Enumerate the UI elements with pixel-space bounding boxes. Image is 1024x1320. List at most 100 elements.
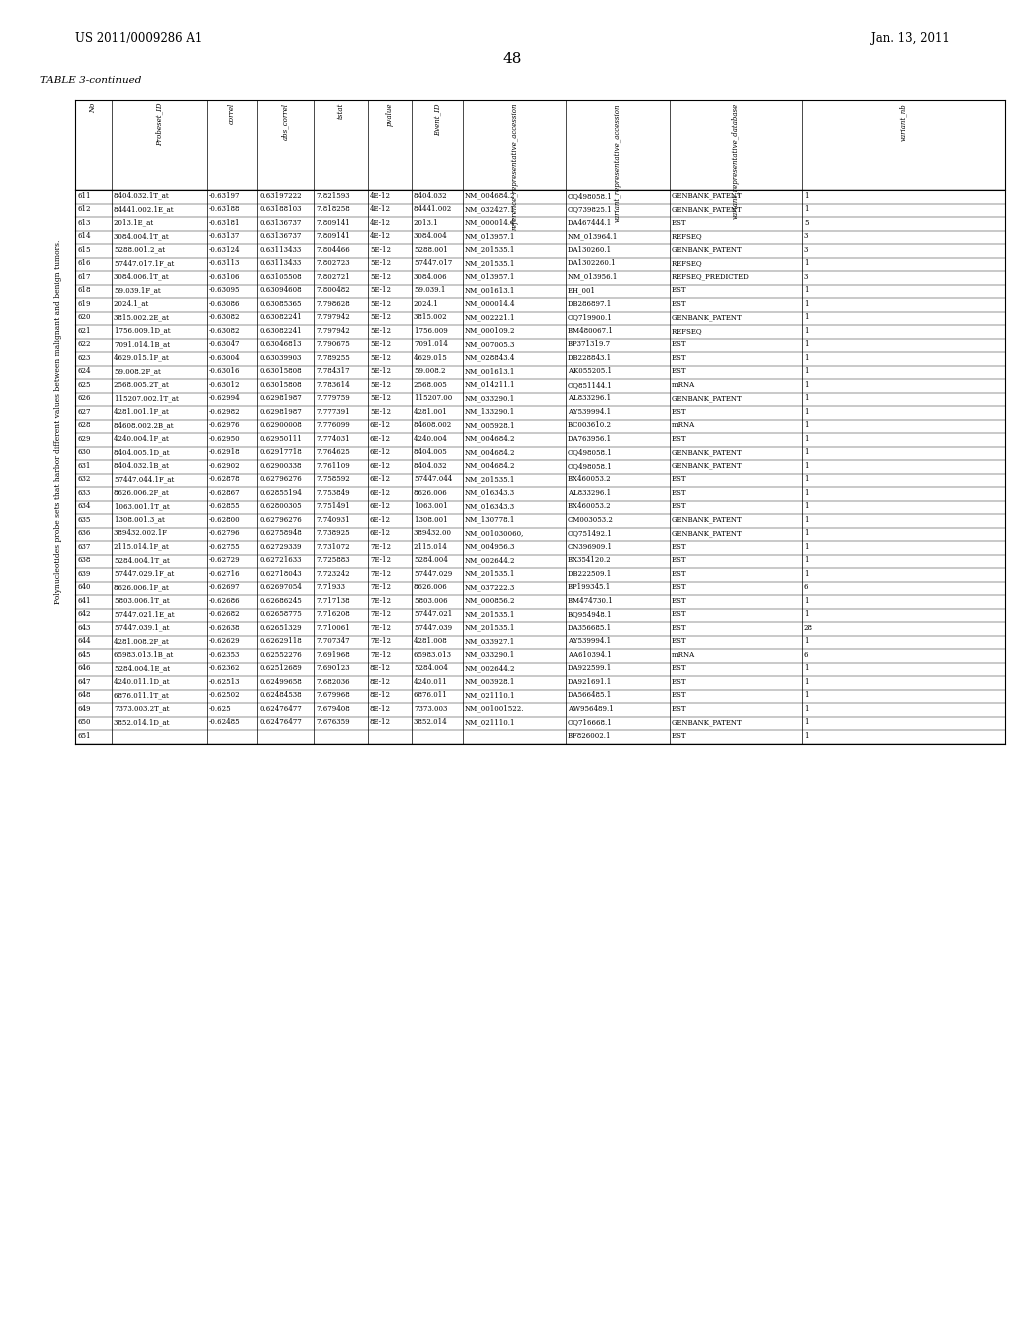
Text: 612: 612 [77,205,90,214]
Text: NM_028843.4: NM_028843.4 [465,354,515,362]
Text: 0.62476477: 0.62476477 [259,705,302,713]
Text: 3852.014: 3852.014 [414,718,447,726]
Text: 57447.044: 57447.044 [414,475,453,483]
Text: EST: EST [672,488,687,496]
Text: 614: 614 [77,232,90,240]
Text: 4E-12: 4E-12 [370,205,391,214]
Text: -0.63016: -0.63016 [209,367,241,375]
Text: EST: EST [672,664,687,672]
Text: -0.62878: -0.62878 [209,475,241,483]
Text: GENBANK_PATENT: GENBANK_PATENT [672,516,742,524]
Text: Jan. 13, 2011: Jan. 13, 2011 [871,32,950,45]
Text: 617: 617 [77,273,90,281]
Text: 7.682036: 7.682036 [316,677,349,686]
Text: -0.62976: -0.62976 [209,421,241,429]
Text: CQ851144.1: CQ851144.1 [568,380,612,389]
Text: 5284.004: 5284.004 [414,664,447,672]
Text: 0.63105508: 0.63105508 [259,273,302,281]
Text: variant_representative_accession: variant_representative_accession [614,103,622,222]
Text: NM_003928.1: NM_003928.1 [465,677,515,686]
Text: GENBANK_PATENT: GENBANK_PATENT [672,205,742,214]
Text: 7.779759: 7.779759 [316,395,350,403]
Text: mRNA: mRNA [672,421,695,429]
Text: 632: 632 [77,475,90,483]
Text: 57447.017: 57447.017 [414,259,453,267]
Text: 6E-12: 6E-12 [370,462,391,470]
Text: 7.804466: 7.804466 [316,246,350,253]
Text: 59.008.2: 59.008.2 [414,367,445,375]
Text: NM_130778.1: NM_130778.1 [465,516,515,524]
Text: 650: 650 [77,718,90,726]
Text: 8404.005.1D_at: 8404.005.1D_at [114,449,171,457]
Text: 3: 3 [804,273,808,281]
Text: 1063.001.1T_at: 1063.001.1T_at [114,502,170,511]
Text: 1: 1 [804,556,809,564]
Text: NM_002644.2: NM_002644.2 [465,556,515,564]
Text: DB286897.1: DB286897.1 [568,300,612,308]
Text: 0.62800305: 0.62800305 [259,502,302,511]
Text: NM_033290.1: NM_033290.1 [465,395,515,403]
Text: 0.63015808: 0.63015808 [259,367,302,375]
Text: DA566485.1: DA566485.1 [568,692,612,700]
Text: 1: 1 [804,475,809,483]
Text: 1: 1 [804,692,809,700]
Text: CQ716668.1: CQ716668.1 [568,718,612,726]
Text: 5284.004.1E_at: 5284.004.1E_at [114,664,170,672]
Text: 5288.001: 5288.001 [414,246,447,253]
Text: 8626.006: 8626.006 [414,488,447,496]
Text: 5E-12: 5E-12 [370,341,391,348]
Text: 3084.004: 3084.004 [414,232,447,240]
Text: 7.798628: 7.798628 [316,300,350,308]
Text: 84608.002.2B_at: 84608.002.2B_at [114,421,174,429]
Text: 7E-12: 7E-12 [370,638,391,645]
Text: NM_007005.3: NM_007005.3 [465,341,515,348]
Text: EST: EST [672,677,687,686]
Text: 7E-12: 7E-12 [370,583,391,591]
Text: 0.62981987: 0.62981987 [259,395,302,403]
Text: 8404.032.1T_at: 8404.032.1T_at [114,191,170,199]
Text: REFSEQ: REFSEQ [672,232,702,240]
Text: NM_004684.2: NM_004684.2 [465,449,515,457]
Text: -0.63095: -0.63095 [209,286,241,294]
Text: 0.63082241: 0.63082241 [259,327,302,335]
Text: 4281.001.1F_at: 4281.001.1F_at [114,408,170,416]
Text: NM_000014.4: NM_000014.4 [465,219,515,227]
Text: 2013.1: 2013.1 [414,219,438,227]
Text: 636: 636 [77,529,90,537]
Text: 611: 611 [77,191,90,199]
Text: 638: 638 [77,556,90,564]
Text: NM_021110.1: NM_021110.1 [465,718,515,726]
Text: 7.783614: 7.783614 [316,380,349,389]
Text: NM_013957.1: NM_013957.1 [465,232,515,240]
Text: NM_013956.1: NM_013956.1 [568,273,618,281]
Text: DA763956.1: DA763956.1 [568,434,612,442]
Text: NM_004684.2: NM_004684.2 [465,191,515,199]
Text: -0.63082: -0.63082 [209,313,241,321]
Text: -0.62697: -0.62697 [209,583,241,591]
Text: 630: 630 [77,449,90,457]
Text: NM_033927.1: NM_033927.1 [465,638,515,645]
Text: BX460053.2: BX460053.2 [568,502,611,511]
Text: DA1302260.1: DA1302260.1 [568,259,616,267]
Text: EST: EST [672,219,687,227]
Text: 7.710061: 7.710061 [316,624,350,632]
Text: 48: 48 [503,51,521,66]
Text: 8E-12: 8E-12 [370,718,391,726]
Text: -0.63004: -0.63004 [209,354,241,362]
Text: 5E-12: 5E-12 [370,273,391,281]
Text: 7.707347: 7.707347 [316,638,349,645]
Text: 2115.014.1F_at: 2115.014.1F_at [114,543,170,550]
Text: 1: 1 [804,421,809,429]
Text: 1: 1 [804,664,809,672]
Text: 0.62721633: 0.62721633 [259,556,301,564]
Text: GENBANK_PATENT: GENBANK_PATENT [672,718,742,726]
Text: 6: 6 [804,651,809,659]
Text: 7E-12: 7E-12 [370,651,391,659]
Text: NM_001001522.: NM_001001522. [465,705,524,713]
Text: 65983.013.1B_at: 65983.013.1B_at [114,651,174,659]
Text: 628: 628 [77,421,90,429]
Text: -0.63012: -0.63012 [209,380,241,389]
Text: 5E-12: 5E-12 [370,354,391,362]
Text: 7.751491: 7.751491 [316,502,350,511]
Text: 1: 1 [804,191,809,199]
